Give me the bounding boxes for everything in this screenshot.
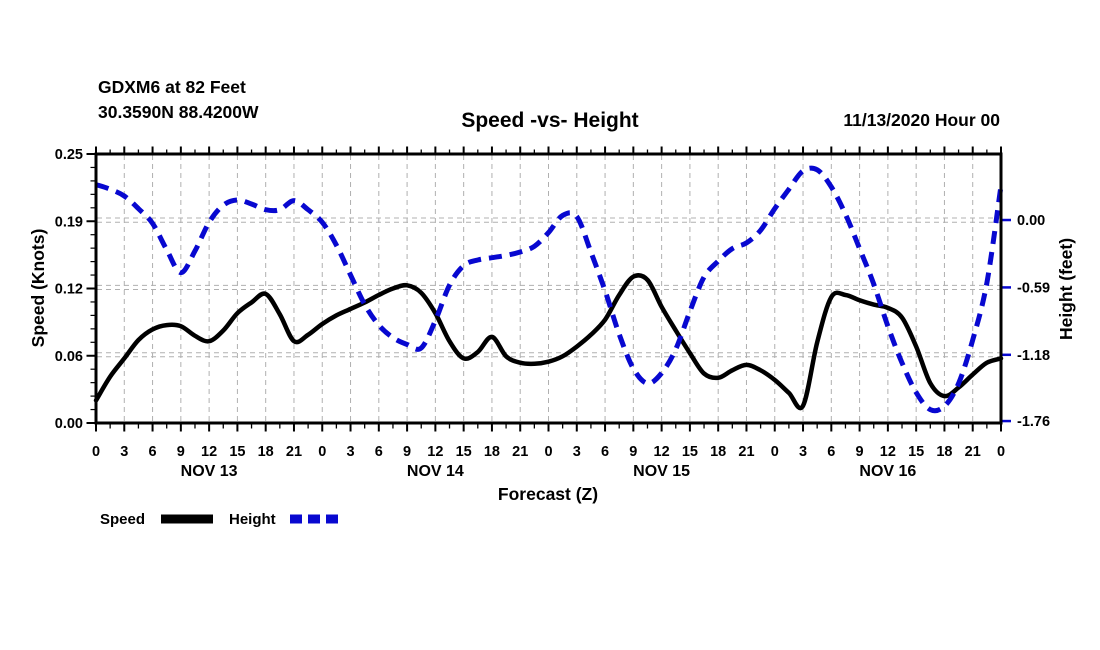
left-tick-label: 0.06 [55, 349, 83, 365]
station-name: GDXM6 at 82 Feet [98, 77, 246, 97]
axes-frame-and-ticks [86, 146, 1011, 432]
right-tick-label: -0.59 [1017, 280, 1050, 296]
x-axis-title: Forecast (Z) [498, 484, 598, 504]
day-label: NOV 14 [407, 463, 464, 480]
right-tick-label: -1.18 [1017, 348, 1050, 364]
hour-tick-label: 9 [403, 444, 411, 460]
day-label: NOV 13 [181, 463, 238, 480]
hour-tick-label: 12 [880, 444, 896, 460]
hour-tick-label: 3 [120, 444, 128, 460]
hour-tick-label: 6 [601, 444, 609, 460]
hour-tick-label: 21 [738, 444, 754, 460]
day-label: NOV 15 [633, 463, 690, 480]
tick-labels: 0.00 0.06 0.12 0.19 0.25 0.00 -0.59 -1.18 -1.76 0… [55, 147, 1050, 480]
hour-tick-label: 9 [177, 444, 185, 460]
right-tick-label: 0.00 [1017, 213, 1045, 229]
hour-tick-label: 18 [710, 444, 726, 460]
gridlines [97, 155, 1000, 422]
left-tick-label: 0.00 [55, 416, 83, 432]
hour-tick-label: 9 [629, 444, 637, 460]
station-coords: 30.3590N 88.4200W [98, 102, 259, 122]
hour-tick-label: 3 [799, 444, 807, 460]
left-axis-title: Speed (Knots) [28, 229, 48, 348]
hour-tick-label: 21 [286, 444, 302, 460]
hour-tick-label: 6 [149, 444, 157, 460]
day-label: NOV 16 [859, 463, 916, 480]
hour-tick-label: 12 [654, 444, 670, 460]
hour-tick-label: 6 [827, 444, 835, 460]
hour-tick-label: 0 [318, 444, 326, 460]
hour-tick-label: 0 [997, 444, 1005, 460]
hour-tick-label: 6 [375, 444, 383, 460]
left-tick-label: 0.12 [55, 282, 83, 298]
left-tick-label: 0.19 [55, 214, 83, 230]
hour-tick-label: 21 [965, 444, 981, 460]
right-axis-title: Height (feet) [1056, 238, 1076, 340]
hour-tick-label: 9 [856, 444, 864, 460]
hour-tick-label: 15 [908, 444, 924, 460]
left-tick-label: 0.25 [55, 147, 83, 163]
legend-speed-label: Speed [100, 511, 145, 528]
hour-tick-label: 18 [258, 444, 274, 460]
hour-tick-label: 3 [346, 444, 354, 460]
hour-tick-label: 15 [456, 444, 472, 460]
legend-height-label: Height [229, 511, 276, 528]
hour-tick-label: 21 [512, 444, 528, 460]
hour-tick-label: 15 [229, 444, 245, 460]
forecast-datetime: 11/13/2020 Hour 00 [843, 110, 1000, 130]
hour-tick-label: 18 [936, 444, 952, 460]
hour-tick-label: 0 [544, 444, 552, 460]
right-tick-label: -1.76 [1017, 414, 1050, 430]
hour-tick-label: 15 [682, 444, 698, 460]
chart-title: Speed -vs- Height [461, 109, 638, 132]
hour-tick-label: 0 [771, 444, 779, 460]
legend: Speed Height [100, 511, 343, 528]
hour-tick-label: 12 [201, 444, 217, 460]
hour-tick-label: 3 [573, 444, 581, 460]
hour-tick-label: 0 [92, 444, 100, 460]
hour-tick-label: 18 [484, 444, 500, 460]
hour-tick-label: 12 [427, 444, 443, 460]
data-curves [93, 165, 1004, 414]
